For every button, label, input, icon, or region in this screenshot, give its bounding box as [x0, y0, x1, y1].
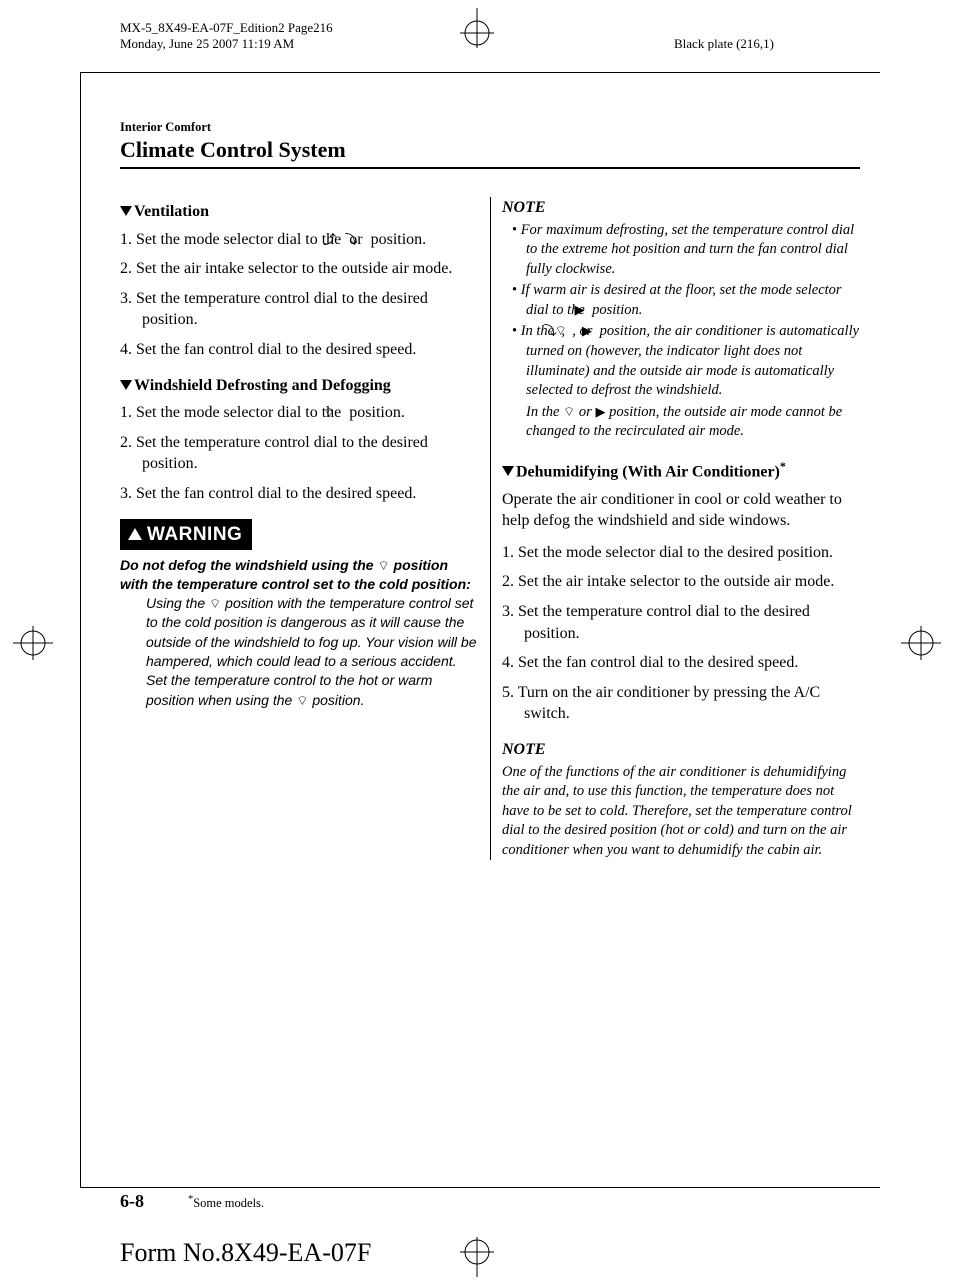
- note-item: For maximum defrosting, set the temperat…: [502, 221, 860, 280]
- ventilation-steps: Set the mode selector dial to the ⤴ or ⤵…: [120, 229, 478, 361]
- form-number: Form No.8X49-EA-07F: [120, 1238, 371, 1268]
- step-item: Set the mode selector dial to the ⤴ or ⤵…: [120, 229, 478, 251]
- step-item: Set the temperature control dial to the …: [120, 432, 478, 475]
- print-header-left: MX-5_8X49-EA-07F_Edition2 Page216 Monday…: [120, 20, 333, 53]
- chapter-name: Interior Comfort: [120, 120, 860, 135]
- section-title: Climate Control System: [120, 137, 860, 163]
- asterisk-note-ref: *: [780, 459, 786, 473]
- defrost-heading: Windshield Defrosting and Defogging: [120, 375, 478, 397]
- page-number: 6-8: [120, 1191, 144, 1211]
- triangle-bullet-icon: [120, 380, 132, 390]
- note-heading: NOTE: [502, 197, 860, 219]
- print-header-right: Black plate (216,1): [674, 36, 774, 52]
- crop-line-top: [80, 72, 880, 73]
- title-rule: [120, 167, 860, 169]
- warning-box: WARNING Do not defog the windshield usin…: [120, 519, 478, 710]
- left-column: Ventilation Set the mode selector dial t…: [120, 197, 478, 860]
- doc-id-line1: MX-5_8X49-EA-07F_Edition2 Page216: [120, 20, 333, 36]
- crop-mark-left: [13, 618, 53, 668]
- note-continuation: In the ⌔ or ▶ position, the outside air …: [502, 403, 860, 442]
- right-column: NOTE For maximum defrosting, set the tem…: [502, 197, 860, 860]
- triangle-bullet-icon: [502, 466, 514, 476]
- note-item: In the ⤵ , ⌔ , or ▶ position, the air co…: [502, 322, 860, 400]
- footnote: *Some models.: [188, 1196, 264, 1210]
- defrost-icon: ⌔: [563, 403, 575, 421]
- triangle-bullet-icon: [120, 206, 132, 216]
- step-item: Set the mode selector dial to the desire…: [502, 542, 860, 564]
- warning-label: WARNING: [120, 519, 252, 551]
- doc-id-line2: Monday, June 25 2007 11:19 AM: [120, 36, 333, 52]
- note-item: If warm air is desired at the floor, set…: [502, 281, 860, 320]
- note-paragraph: One of the functions of the air conditio…: [502, 763, 860, 861]
- step-item: Set the mode selector dial to the ⌔ posi…: [120, 402, 478, 424]
- column-divider: [490, 197, 491, 860]
- page-footer: 6-8 *Some models.: [120, 1187, 860, 1212]
- ventilation-heading: Ventilation: [120, 201, 478, 223]
- note-list: For maximum defrosting, set the temperat…: [502, 221, 860, 401]
- defrost-icon: ⌔: [209, 595, 221, 613]
- step-item: Set the fan control dial to the desired …: [120, 339, 478, 361]
- crop-mark-right: [901, 618, 941, 668]
- step-item: Set the fan control dial to the desired …: [502, 652, 860, 674]
- page-content: Interior Comfort Climate Control System …: [120, 120, 860, 860]
- step-item: Turn on the air conditioner by pressing …: [502, 682, 860, 725]
- defrost-steps: Set the mode selector dial to the ⌔ posi…: [120, 402, 478, 504]
- dehumidify-steps: Set the mode selector dial to the desire…: [502, 542, 860, 725]
- crop-mark-top: [452, 8, 502, 48]
- step-item: Set the air intake selector to the outsi…: [502, 571, 860, 593]
- crop-line-vertical: [80, 72, 81, 1187]
- step-item: Set the temperature control dial to the …: [120, 288, 478, 331]
- warning-body: Using the ⌔ position with the temperatur…: [146, 594, 478, 710]
- defrost-icon: ⌔: [296, 692, 308, 710]
- step-item: Set the fan control dial to the desired …: [120, 483, 478, 505]
- crop-mark-bottom: [452, 1237, 502, 1277]
- defrost-icon: ⌔: [377, 557, 389, 575]
- step-item: Set the temperature control dial to the …: [502, 601, 860, 644]
- defrost-floor-icon: ▶: [595, 403, 605, 421]
- warning-triangle-icon: [128, 528, 142, 540]
- note-heading: NOTE: [502, 739, 860, 761]
- dehumidify-heading: Dehumidifying (With Air Conditioner)*: [502, 458, 860, 483]
- step-item: Set the air intake selector to the outsi…: [120, 258, 478, 280]
- dehumidify-intro: Operate the air conditioner in cool or c…: [502, 489, 860, 532]
- warning-heading: Do not defog the windshield using the ⌔ …: [120, 556, 478, 594]
